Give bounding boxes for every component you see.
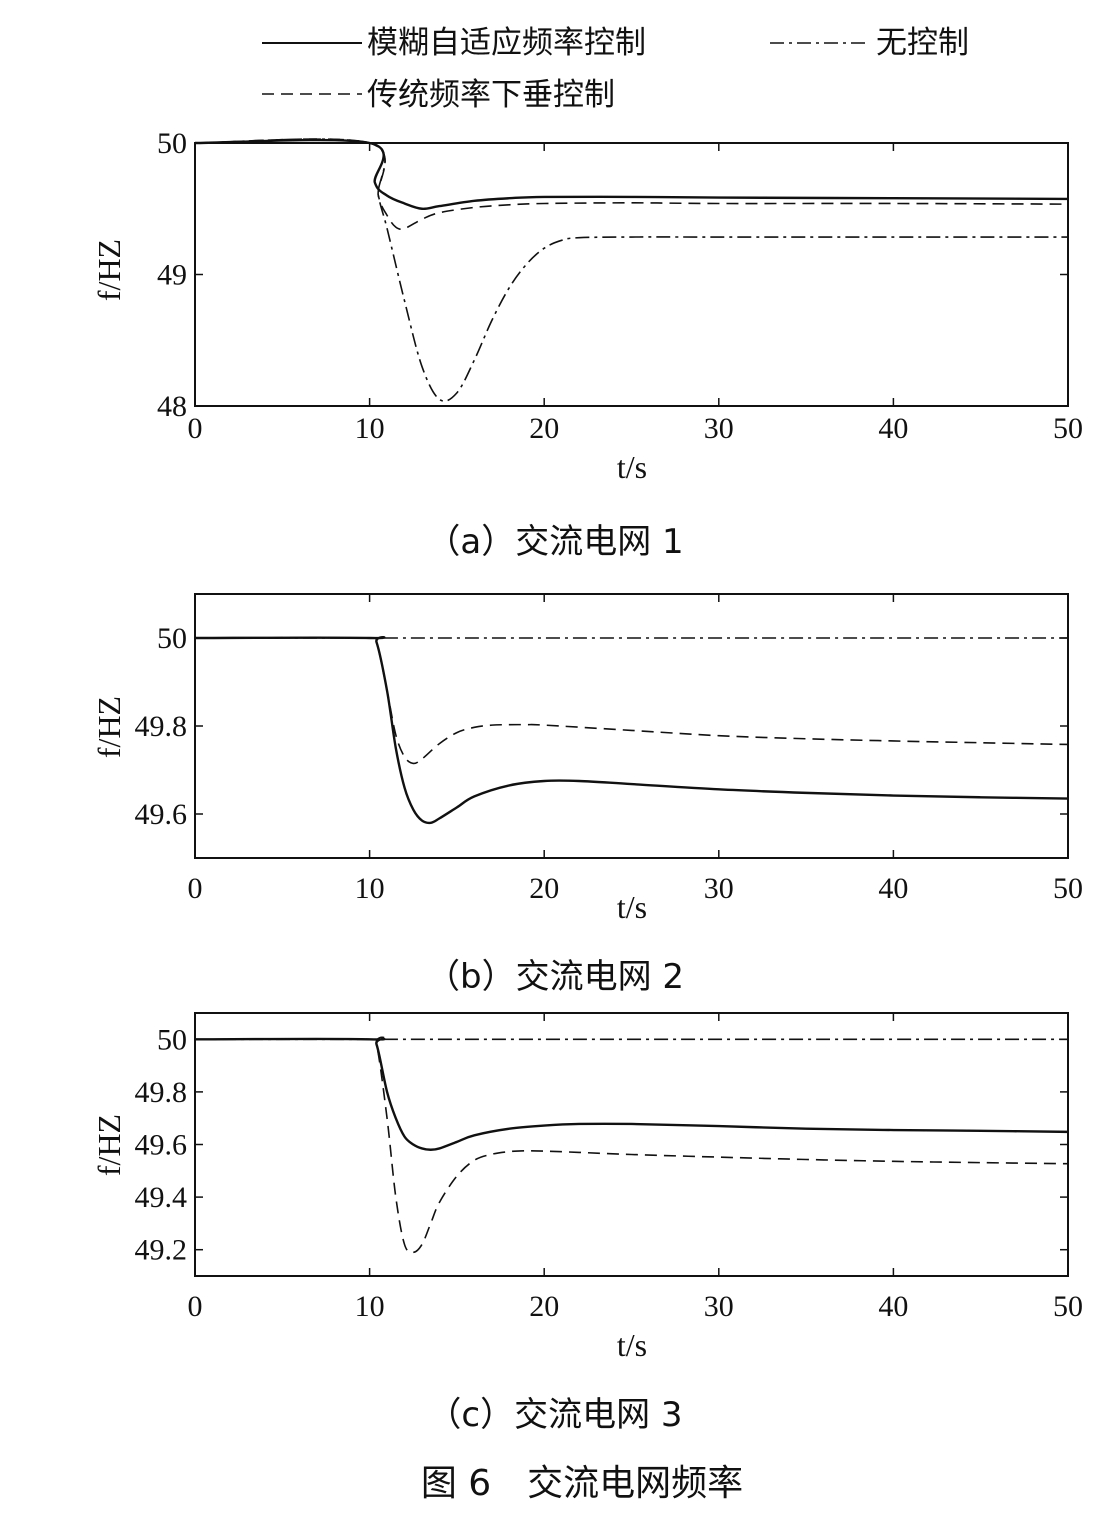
chart-panel-a: 0 10 20 30 40 50 48 49 50 t/s f/HZ （a）交流电网 1 bbox=[91, 127, 1083, 562]
chart-panel-b: 0 10 20 30 40 50 49.6 49.8 50 t/s f/HZ （b）交流电网 … bbox=[91, 593, 1084, 997]
x-tick-labels: 0 10 20 30 40 50 bbox=[188, 412, 1084, 445]
x-tick-label: 50 bbox=[1053, 412, 1083, 445]
x-tick-label: 10 bbox=[355, 872, 385, 905]
y-tick-label: 50 bbox=[157, 127, 187, 160]
x-tick-label: 30 bbox=[704, 412, 734, 445]
plot-frame bbox=[194, 142, 1069, 407]
plot-frame bbox=[194, 1012, 1069, 1277]
x-axis-label: t/s bbox=[617, 889, 647, 925]
x-tick-label: 40 bbox=[878, 872, 908, 905]
x-axis-label: t/s bbox=[617, 449, 647, 485]
x-tick-labels: 0 10 20 30 40 50 bbox=[188, 872, 1084, 905]
y-axis-label: f/HZ bbox=[91, 696, 127, 758]
legend: 模糊自适应频率控制 无控制 传统频率下垂控制 bbox=[262, 25, 969, 113]
series-group bbox=[194, 635, 1069, 825]
x-tick-label: 10 bbox=[355, 1290, 385, 1323]
chart-panel-c: 0 10 20 30 40 50 49.249.449.649.850 t/s f/HZ … bbox=[91, 1012, 1084, 1435]
x-tick-label: 40 bbox=[878, 1290, 908, 1323]
y-tick-label: 50 bbox=[157, 1023, 187, 1056]
y-tick-labels: 48 49 50 bbox=[157, 127, 187, 423]
x-tick-label: 20 bbox=[529, 1290, 559, 1323]
tick-marks bbox=[194, 594, 1069, 858]
x-tick-labels: 0 10 20 30 40 50 bbox=[188, 1290, 1084, 1323]
y-tick-label: 50 bbox=[157, 622, 187, 655]
x-tick-label: 50 bbox=[1053, 1290, 1083, 1323]
y-tick-label: 49.6 bbox=[135, 1129, 188, 1162]
y-tick-label: 49.8 bbox=[135, 1076, 188, 1109]
x-tick-label: 50 bbox=[1053, 872, 1083, 905]
x-axis-label: t/s bbox=[617, 1327, 647, 1363]
x-tick-label: 0 bbox=[188, 412, 203, 445]
series-line-droop bbox=[194, 636, 1069, 765]
tick-marks bbox=[194, 142, 1069, 407]
series-line-droop bbox=[194, 138, 1069, 231]
x-tick-label: 0 bbox=[188, 872, 203, 905]
y-axis-label: f/HZ bbox=[91, 1114, 127, 1176]
y-tick-label: 49.6 bbox=[135, 798, 188, 831]
x-tick-label: 40 bbox=[878, 412, 908, 445]
x-tick-label: 10 bbox=[355, 412, 385, 445]
x-tick-label: 30 bbox=[704, 1290, 734, 1323]
series-group bbox=[194, 1036, 1069, 1254]
series-line-none bbox=[194, 138, 1068, 402]
x-tick-label: 20 bbox=[529, 872, 559, 905]
y-tick-label: 49.4 bbox=[135, 1181, 188, 1214]
legend-label-none: 无控制 bbox=[876, 25, 969, 61]
y-tick-label: 49.2 bbox=[135, 1234, 188, 1267]
series-line-fuzzy bbox=[194, 1037, 1069, 1151]
x-tick-label: 30 bbox=[704, 872, 734, 905]
plot-frame bbox=[194, 593, 1069, 859]
tick-marks bbox=[194, 1013, 1069, 1276]
series-line-droop bbox=[194, 1036, 1069, 1254]
series-group bbox=[194, 138, 1069, 402]
y-tick-labels: 49.6 49.8 50 bbox=[135, 622, 188, 831]
series-line-fuzzy bbox=[194, 138, 1069, 211]
x-tick-label: 0 bbox=[188, 1290, 203, 1323]
panel-caption: （a）交流电网 1 bbox=[426, 522, 683, 562]
y-tick-label: 49 bbox=[157, 259, 187, 292]
x-tick-label: 20 bbox=[529, 412, 559, 445]
y-tick-label: 48 bbox=[157, 390, 187, 423]
panel-caption: （c）交流电网 3 bbox=[427, 1395, 682, 1435]
figure-caption: 图 6 交流电网频率 bbox=[421, 1463, 743, 1504]
y-axis-label: f/HZ bbox=[91, 239, 127, 301]
y-tick-labels: 49.2 49.4 49.6 49.8 50 bbox=[135, 1023, 188, 1266]
legend-label-droop: 传统频率下垂控制 bbox=[367, 77, 615, 113]
y-tick-label: 49.8 bbox=[135, 710, 188, 743]
panel-caption: （b）交流电网 2 bbox=[426, 957, 684, 997]
legend-label-fuzzy: 模糊自适应频率控制 bbox=[367, 25, 646, 61]
